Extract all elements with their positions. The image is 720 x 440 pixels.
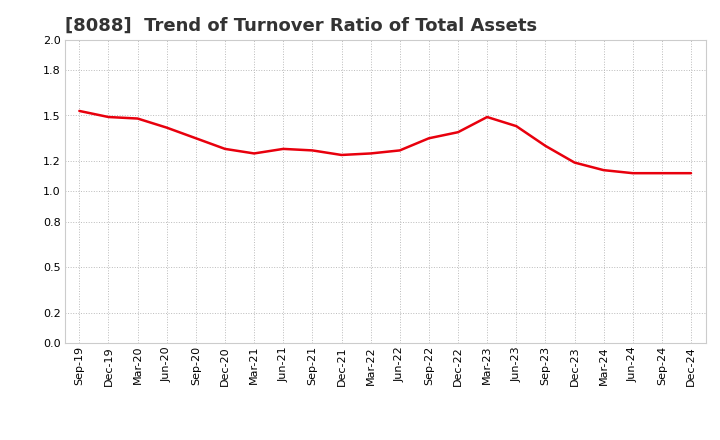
- Text: [8088]  Trend of Turnover Ratio of Total Assets: [8088] Trend of Turnover Ratio of Total …: [65, 17, 537, 35]
